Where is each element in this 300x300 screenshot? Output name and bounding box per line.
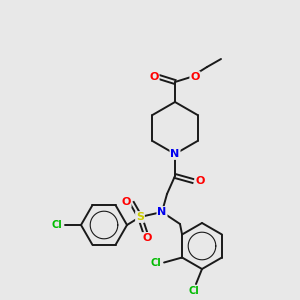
Text: S: S [136, 212, 144, 222]
Text: N: N [158, 207, 166, 217]
Text: O: O [142, 233, 152, 243]
Text: O: O [149, 72, 159, 82]
Text: O: O [195, 176, 205, 186]
Text: Cl: Cl [151, 259, 161, 269]
Text: O: O [190, 72, 200, 82]
Text: Cl: Cl [189, 286, 200, 296]
Text: N: N [170, 149, 180, 159]
Text: Cl: Cl [52, 220, 62, 230]
Text: O: O [121, 197, 131, 207]
